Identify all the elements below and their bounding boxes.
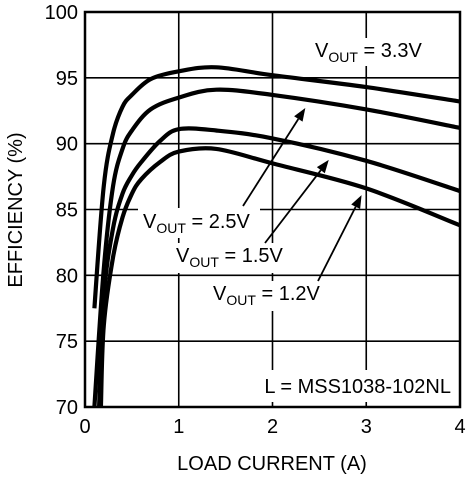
y-tick-label: 80 [56,265,78,287]
y-tick-label: 70 [56,397,78,419]
x-tick-label: 1 [173,416,184,438]
inductor-note: L = MSS1038-102NL [264,376,451,398]
series-arrowhead [351,195,362,210]
y-tick-label: 75 [56,331,78,353]
x-tick-label: 2 [267,416,278,438]
y-tick-label: 95 [56,68,78,90]
series-label: VOUT = 3.3V [315,40,423,65]
series-label-background [138,208,260,238]
series-arrowhead [294,108,306,122]
y-axis-title: EFFICIENCY (%) [5,132,27,287]
series-layer [92,65,460,407]
series-line [92,87,460,407]
series-arrowhead [316,159,329,174]
series-label: VOUT = 2.5V [143,211,251,236]
plot-frame [83,10,462,409]
series-label-background [308,38,448,66]
series-line [97,126,460,407]
series-arrow [264,169,322,244]
y-tick-label: 85 [56,200,78,222]
series-label: VOUT = 1.5V [176,245,284,270]
series-line [92,65,460,309]
y-tick-label: 100 [45,2,78,24]
annotation-layer: L = MSS1038-102NL VOUT = 3.3V VOUT = 2.5V… [138,38,458,402]
series-arrow [317,206,357,282]
x-tick-label: 3 [361,416,372,438]
series-arrow [242,118,300,207]
x-tick-label: 0 [79,416,90,438]
series-label: VOUT = 1.2V [213,283,321,308]
x-tick-label: 4 [454,416,465,438]
series-label-background [208,281,330,311]
tick-layer: 0 1 2 3 4 70 75 80 85 90 95 100 [45,2,466,438]
series-label-background [172,243,294,273]
series-line [98,146,460,407]
y-tick-label: 90 [56,134,78,156]
note-background [208,370,458,402]
x-axis-title: LOAD CURRENT (A) [177,453,367,475]
